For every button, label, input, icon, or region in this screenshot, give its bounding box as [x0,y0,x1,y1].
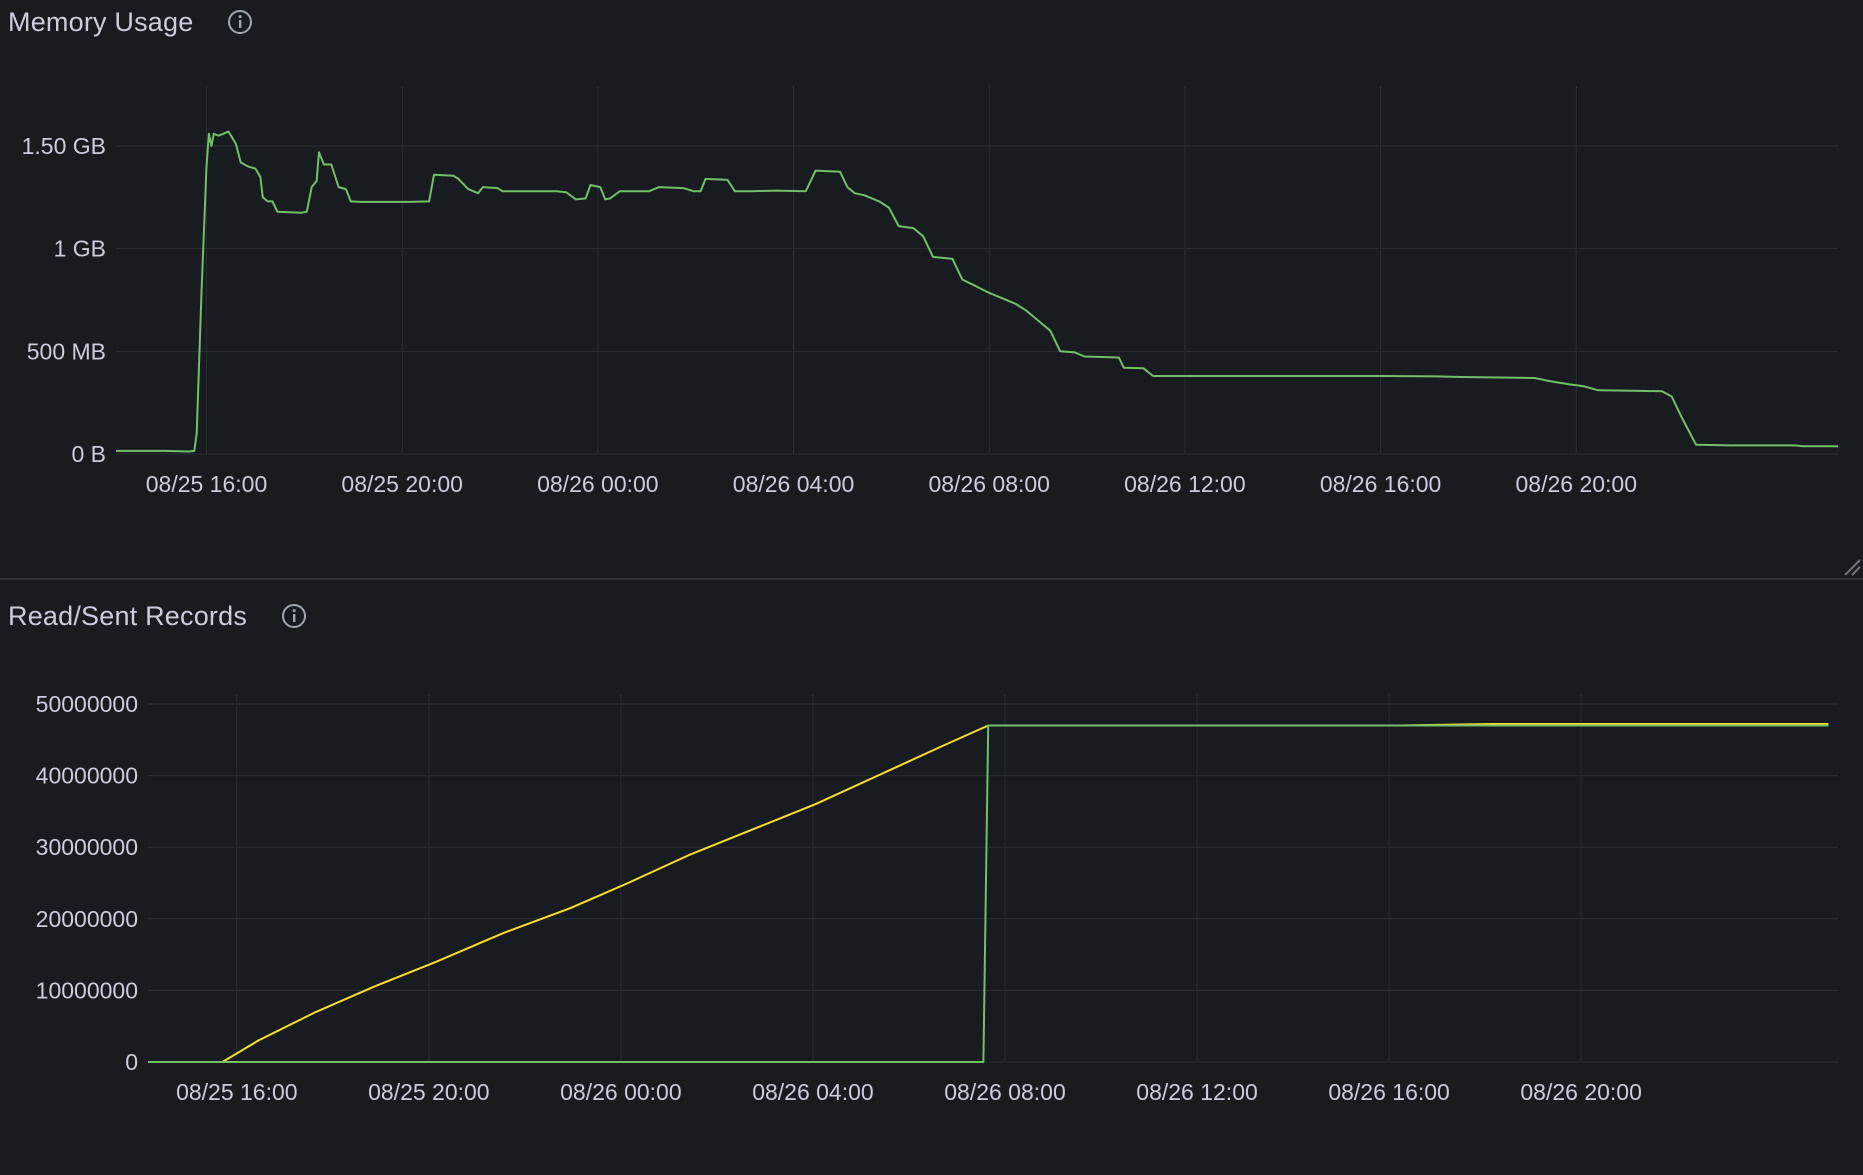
info-icon[interactable] [280,602,308,630]
x-tick-label: 08/25 16:00 [146,471,268,497]
panel-divider [0,578,1863,580]
x-tick-label: 08/25 20:00 [368,1079,490,1105]
grid-lines [116,86,1838,455]
x-tick-label: 08/26 16:00 [1320,471,1442,497]
memory-usage-panel: Memory Usage 0 B 500 MB 1 GB 1.50 GB 08/25 1… [0,0,1863,578]
series-line-0[interactable] [116,130,1838,453]
grid-lines [148,694,1838,1063]
x-tick-label: 08/26 00:00 [537,471,659,497]
y-tick-label: 50000000 [36,691,138,717]
panel-header: Memory Usage [8,4,254,40]
resize-handle-icon[interactable] [1841,556,1861,576]
read-sent-records-chart[interactable]: 0 10000000 20000000 30000000 40000000 5000000… [0,594,1863,1175]
x-tick-label: 08/26 08:00 [928,471,1050,497]
read-sent-records-panel: Read/Sent Records 0 10000000 20000000 30000… [0,594,1863,1175]
info-icon[interactable] [226,8,254,36]
y-tick-label: 10000000 [36,977,138,1003]
x-tick-label: 08/25 20:00 [341,471,463,497]
y-tick-label: 20000000 [36,906,138,932]
y-tick-label: 0 [125,1049,138,1075]
memory-usage-chart[interactable]: 0 B 500 MB 1 GB 1.50 GB 08/25 16:00 08/25 20:… [0,0,1863,578]
y-tick-label: 0 B [71,441,106,467]
y-tick-label: 1.50 GB [22,133,106,159]
y-tick-label: 1 GB [54,236,106,262]
series-line-1[interactable] [148,724,1829,1063]
x-tick-label: 08/26 04:00 [733,471,855,497]
x-tick-label: 08/26 08:00 [944,1079,1066,1105]
y-tick-label: 30000000 [36,834,138,860]
panel-title: Read/Sent Records [8,600,248,631]
panel-title: Memory Usage [8,6,194,37]
x-tick-label: 08/26 12:00 [1124,471,1246,497]
x-tick-label: 08/26 16:00 [1328,1079,1450,1105]
y-tick-label: 40000000 [36,763,138,789]
x-tick-label: 08/26 20:00 [1516,471,1638,497]
y-tick-label: 500 MB [27,338,106,364]
x-tick-label: 08/26 04:00 [752,1079,874,1105]
x-tick-label: 08/26 12:00 [1136,1079,1258,1105]
x-tick-label: 08/26 00:00 [560,1079,682,1105]
x-tick-label: 08/26 20:00 [1520,1079,1642,1105]
panel-header: Read/Sent Records [8,598,308,634]
x-tick-label: 08/25 16:00 [176,1079,298,1105]
